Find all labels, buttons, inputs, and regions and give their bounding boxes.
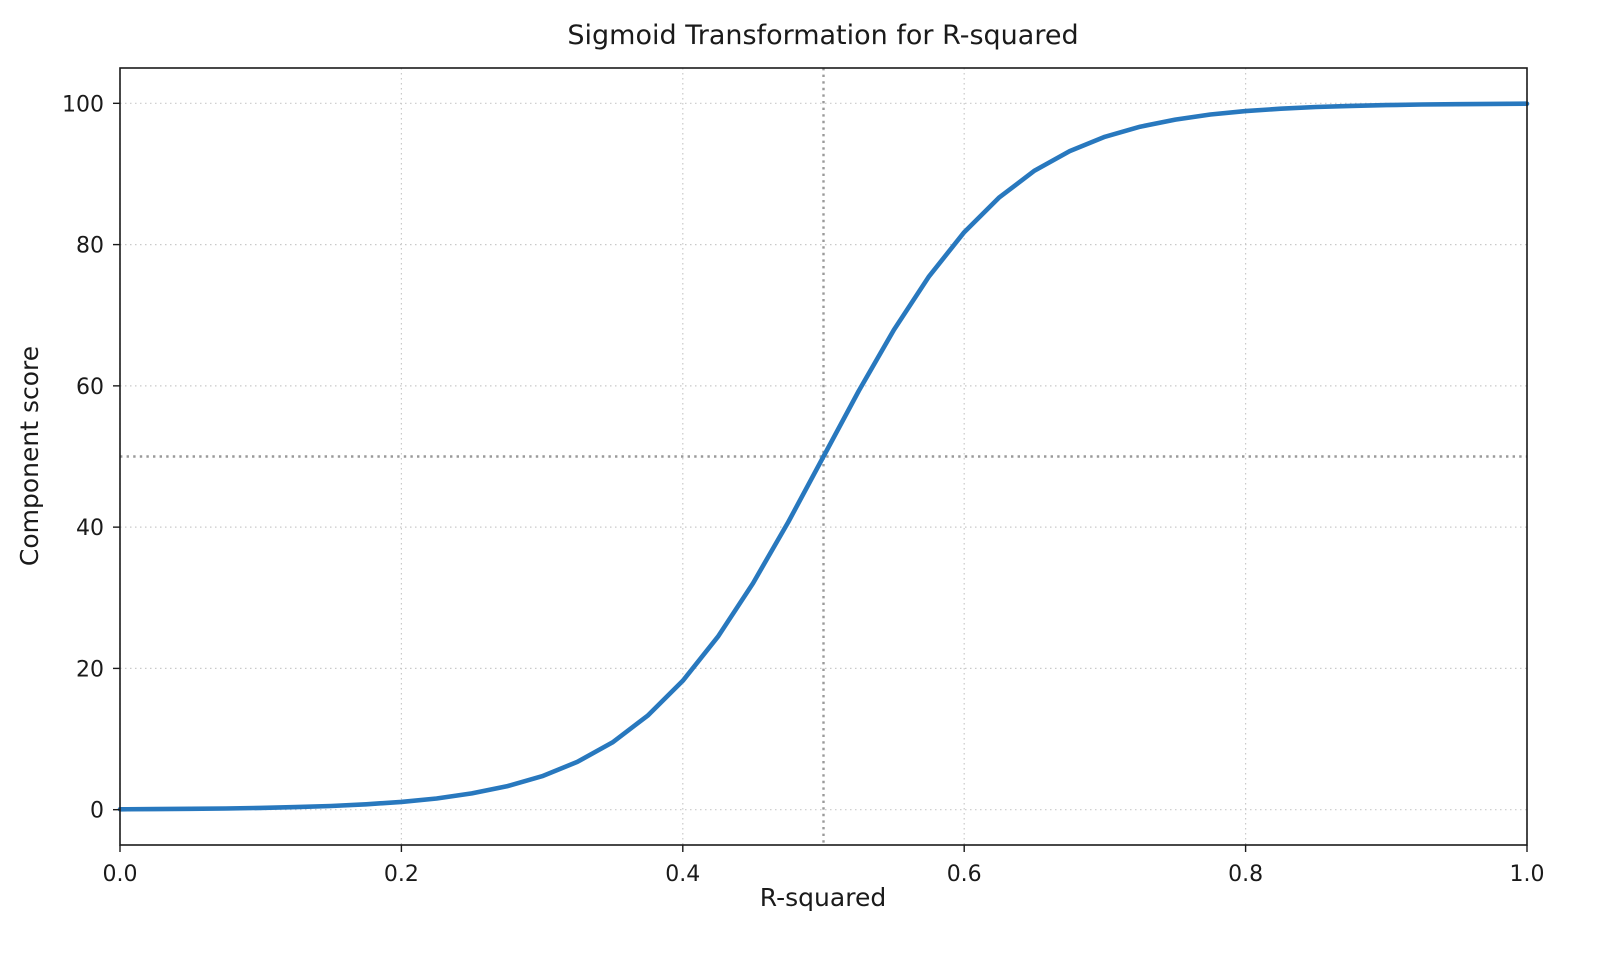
- x-tick-label: 0.0: [103, 862, 138, 887]
- plot-area: 0.0 0.2 0.4 0.6 0.8 1.0 0 20 40 60 80 100: [62, 67, 1545, 887]
- y-tick-label: 20: [76, 657, 104, 682]
- y-tick-label: 100: [62, 92, 104, 117]
- plot-border: [119, 67, 1528, 846]
- y-tick-label: 0: [90, 799, 104, 824]
- x-tick-label: 0.4: [665, 862, 700, 887]
- sigmoid-curve: [117, 101, 1530, 812]
- y-axis-label: Component score: [15, 346, 44, 566]
- y-tick-label: 60: [76, 375, 104, 400]
- y-tick-label: 80: [76, 234, 104, 259]
- x-tick-label: 1.0: [1510, 862, 1545, 887]
- reference-lines: [120, 68, 1527, 845]
- x-tick-label: 0.6: [947, 862, 982, 887]
- chart-title: Sigmoid Transformation for R-squared: [567, 20, 1078, 51]
- tick-marks: [113, 102, 1528, 852]
- x-tick-label: 0.8: [1228, 862, 1263, 887]
- x-tick-label: 0.2: [384, 862, 419, 887]
- y-tick-label: 40: [76, 516, 104, 541]
- tick-labels: 0.0 0.2 0.4 0.6 0.8 1.0 0 20 40 60 80 100: [62, 92, 1545, 887]
- x-axis-label: R-squared: [760, 883, 886, 912]
